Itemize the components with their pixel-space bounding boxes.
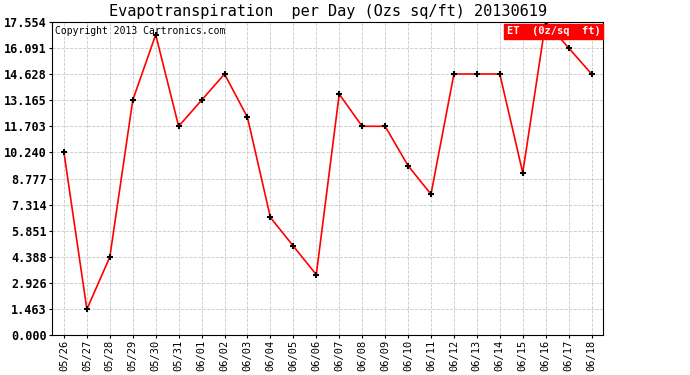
Text: ET  (0z/sq  ft): ET (0z/sq ft) <box>506 26 600 36</box>
Text: Copyright 2013 Cartronics.com: Copyright 2013 Cartronics.com <box>55 26 226 36</box>
Title: Evapotranspiration  per Day (Ozs sq/ft) 20130619: Evapotranspiration per Day (Ozs sq/ft) 2… <box>109 4 546 19</box>
